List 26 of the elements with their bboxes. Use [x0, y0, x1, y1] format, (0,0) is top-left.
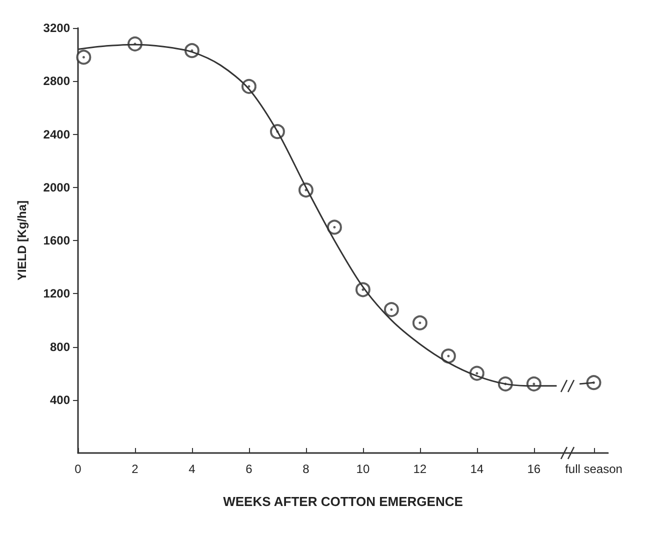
point	[412, 315, 428, 330]
x-tick-label: 10	[356, 462, 370, 476]
x-tick-label: 16	[527, 462, 541, 476]
x-tick-label: full season	[565, 462, 622, 476]
point	[440, 348, 456, 364]
y-tick-label: 400	[50, 392, 70, 407]
x-tick-label: 6	[246, 462, 253, 476]
x-tick-label: 8	[302, 462, 310, 476]
y-tick-label: 1600	[43, 234, 70, 248]
y-tick-label: 3200	[43, 21, 70, 35]
point	[586, 375, 602, 390]
y-tick-label: 2800	[43, 74, 70, 88]
x-tick-label: 2	[132, 462, 139, 476]
point	[384, 302, 399, 318]
point	[76, 50, 92, 65]
y-tick-label: 2000	[43, 180, 70, 194]
y-tick-label: 800	[50, 340, 70, 354]
y-axis-title: YIELD [Kg/ha]	[15, 200, 29, 280]
x-tick-label: 14	[470, 462, 484, 476]
x-tick-label: 0	[74, 462, 82, 476]
x-tick-label: 12	[413, 462, 427, 476]
point	[326, 220, 342, 235]
y-tick-label: 2400	[43, 127, 70, 142]
y-tick-label: 1200	[43, 286, 70, 301]
x-tick-label: 4	[188, 462, 196, 476]
x-axis-title: WEEKS AFTER COTTON EMERGENCE	[223, 494, 464, 509]
